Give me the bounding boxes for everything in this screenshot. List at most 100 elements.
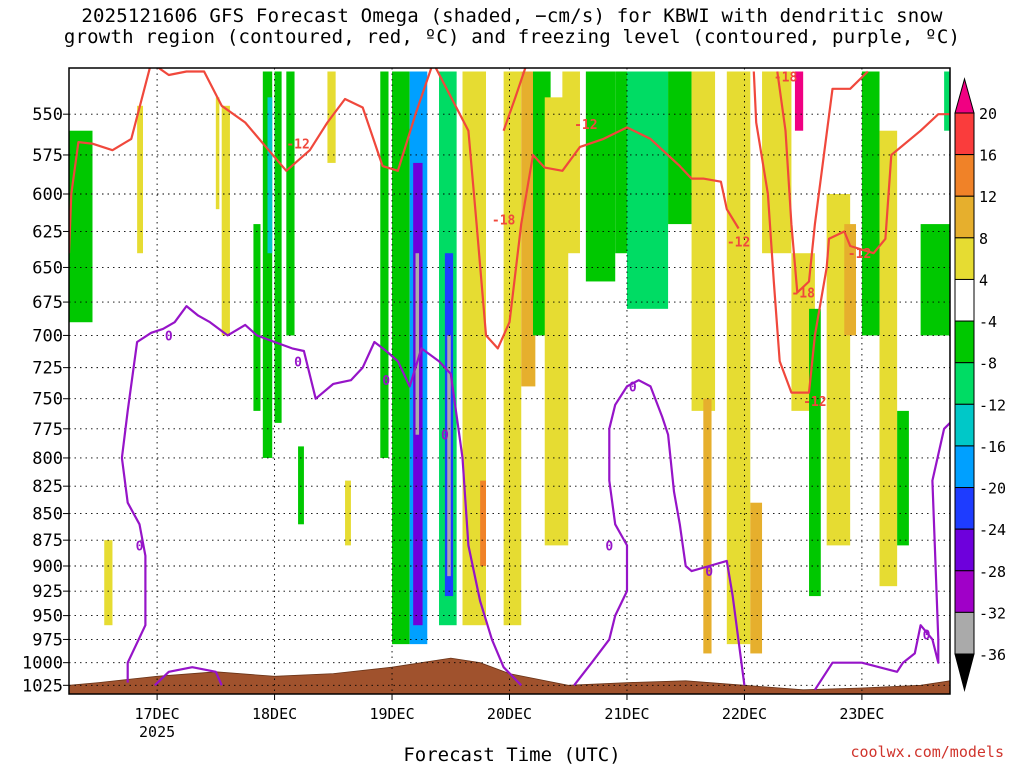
- omega-region-32: [691, 71, 716, 411]
- colorbar-box-12: [954, 611, 975, 655]
- y-tick-label-675: 675: [32, 293, 63, 313]
- dgz-contour-label-4-0: -18: [791, 287, 815, 302]
- dgz-contour-4: [776, 70, 869, 294]
- dgz-contour-0: [69, 68, 433, 254]
- credit-link[interactable]: coolwx.com/models: [850, 743, 1004, 761]
- omega-region-2: [137, 105, 144, 254]
- colorbar-box-5: [954, 320, 975, 364]
- x-axis-label: Forecast Time (UTC): [403, 744, 621, 766]
- omega-region-17: [415, 253, 420, 435]
- omega-region-6: [262, 71, 273, 458]
- y-tick-label-1025: 1025: [22, 676, 63, 696]
- x-tick-label-19DEC: 19DEC: [369, 705, 414, 723]
- omega-region-1: [104, 540, 113, 626]
- colorbar-box-2: [954, 195, 975, 239]
- omega-region-34: [726, 71, 751, 645]
- x-tick-label-22DEC: 22DEC: [722, 705, 767, 723]
- freezing-contour-1: [154, 666, 223, 687]
- omega-region-33: [703, 398, 712, 654]
- omega-region-44: [897, 410, 909, 546]
- y-tick-label-875: 875: [32, 531, 63, 551]
- omega-region-24: [521, 71, 536, 387]
- x-tick-label-18DEC: 18DEC: [252, 705, 297, 723]
- dgz-contour-label-3-0: -12: [803, 395, 826, 410]
- omega-region-31: [668, 71, 692, 225]
- chart-title: 2025121606 GFS Forecast Omega (shaded, −…: [0, 6, 1024, 48]
- contour-lines: [69, 68, 950, 691]
- omega-region-4: [221, 105, 230, 336]
- colorbar-bottom-extension: [954, 653, 975, 692]
- dgz-contour-label-3-1: -12: [848, 247, 871, 262]
- y-tick-label-800: 800: [32, 449, 63, 469]
- omega-region-12: [345, 480, 351, 546]
- y-tick-label-825: 825: [32, 477, 63, 497]
- dgz-contour-label-2-0: -12: [574, 118, 597, 133]
- freezing-contour-label-2-0: 0: [605, 539, 613, 554]
- omega-region-30: [626, 71, 669, 309]
- y-tick-label-925: 925: [32, 582, 63, 602]
- freezing-contour-label-2-2: 0: [705, 565, 713, 580]
- omega-region-7: [267, 97, 273, 254]
- omega-region-8: [274, 71, 282, 423]
- omega-region-14: [392, 71, 410, 645]
- colorbar-box-9: [954, 487, 975, 530]
- omega-region-20: [447, 335, 451, 577]
- x-tick-label-17DEC: 17DEC: [135, 705, 180, 723]
- colorbar-label-9: -20: [979, 480, 1006, 498]
- omega-region-45: [920, 224, 950, 336]
- colorbar-label-4: 4: [979, 271, 988, 289]
- freezing-contour-label-3-0: 0: [923, 629, 931, 644]
- omega-region-23: [503, 71, 522, 626]
- omega-region-29: [615, 71, 627, 254]
- x-tick-label-23DEC: 23DEC: [839, 705, 884, 723]
- omega-region-41: [844, 224, 857, 336]
- omega-region-28: [585, 71, 616, 282]
- freezing-contour-0: [120, 305, 522, 687]
- dgz-contour-3: [752, 71, 950, 394]
- omega-region-5: [253, 224, 261, 411]
- colorbar-box-3: [954, 237, 975, 280]
- colorbar-box-10: [954, 528, 975, 572]
- dgz-contour-label-1-0: -18: [492, 214, 516, 229]
- colorbar-label-8: -16: [979, 438, 1006, 456]
- omega-region-40: [826, 194, 851, 546]
- y-tick-label-975: 975: [32, 630, 63, 650]
- omega-region-13: [380, 71, 389, 458]
- y-tick-label-625: 625: [32, 222, 63, 242]
- omega-region-39: [809, 308, 821, 597]
- colorbar-label-11: -28: [979, 563, 1006, 581]
- omega-region-46: [944, 71, 950, 131]
- colorbar-label-7: -12: [979, 396, 1006, 414]
- dgz-contour-1: [434, 68, 740, 350]
- y-tick-label-900: 900: [32, 557, 63, 577]
- dgz-contour-label-4-1: -18: [774, 71, 798, 86]
- freezing-contour-label-0-1: 0: [294, 355, 302, 370]
- colorbar-box-7: [954, 403, 975, 447]
- colorbar-top-extension: [954, 77, 975, 114]
- omega-region-43: [879, 130, 898, 587]
- omega-region-42: [861, 71, 880, 336]
- omega-region-35: [750, 502, 763, 654]
- y-tick-label-750: 750: [32, 390, 63, 410]
- freezing-contour-label-0-3: 0: [441, 429, 449, 444]
- y-tick-label-725: 725: [32, 359, 63, 379]
- x-tick-label-20DEC: 20DEC: [487, 705, 532, 723]
- colorbar-label-0: 20: [979, 105, 997, 123]
- freezing-contour-label-0-4: 0: [136, 539, 144, 554]
- colorbar-box-6: [954, 362, 975, 405]
- dgz-contour-2: [502, 68, 527, 132]
- colorbar-box-1: [954, 154, 975, 197]
- y-tick-label-650: 650: [32, 258, 63, 278]
- y-tick-label-850: 850: [32, 505, 63, 525]
- freezing-contour-label-0-0: 0: [165, 329, 173, 344]
- omega-region-37: [794, 71, 804, 131]
- omega-region-0: [69, 130, 93, 323]
- x-axis: 17DEC 18DEC 19DEC 20DEC 21DEC 22DEC 23DEC 2025: [135, 694, 884, 741]
- colorbar-label-12: -32: [979, 604, 1006, 622]
- colorbar-label-1: 16: [979, 147, 997, 165]
- y-tick-label-600: 600: [32, 185, 63, 205]
- omega-region-10: [298, 446, 304, 525]
- x-tick-label-21DEC: 21DEC: [604, 705, 649, 723]
- grid-lines: [69, 68, 950, 694]
